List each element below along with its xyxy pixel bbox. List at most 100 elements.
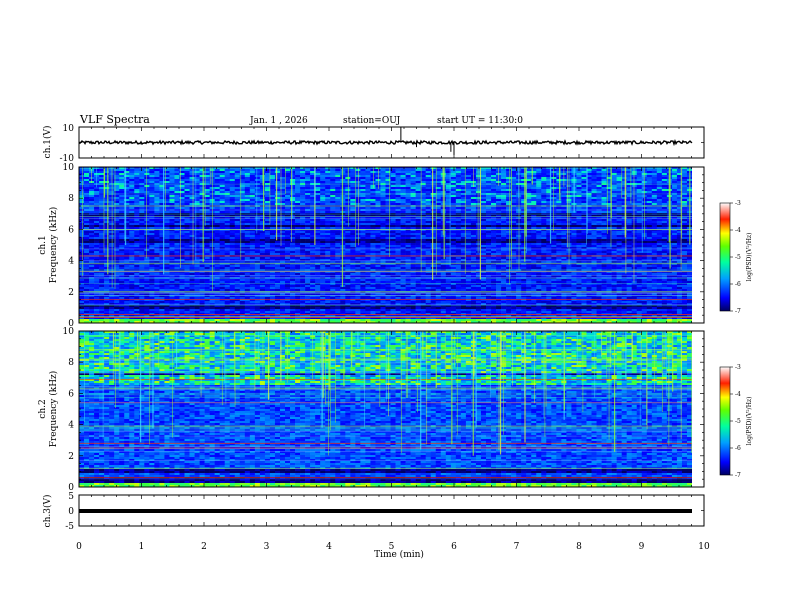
spec-cell [184,179,190,182]
spec-cell [410,211,416,214]
spec-cell [400,185,406,188]
spec-cell [536,185,542,188]
spec-cell [425,237,432,240]
spec-cell [274,199,281,202]
spec-cell [204,197,210,200]
spec-cell [465,203,472,206]
spec-cell [234,187,241,190]
spec-cell [274,219,281,222]
spec-cell [274,181,281,184]
spec-cell [415,177,421,180]
spec-cell [646,211,653,214]
spec-cell [249,195,256,198]
spec-cell [204,167,210,170]
spec-cell [455,215,462,218]
spec-cell [611,219,617,222]
spec-cell [511,215,517,218]
spec-cell [335,229,341,232]
spec-cell [305,237,311,240]
spec-cell [254,237,261,240]
spec-cell [279,207,286,210]
spec-cell [626,219,632,222]
spec-cell [646,233,653,236]
spec-cell [576,187,582,190]
spec-cell [84,197,90,200]
spec-cell [134,197,140,200]
spec-cell [425,225,432,228]
spec-cell [295,237,301,240]
spec-cell [546,181,552,184]
spec-cell [79,177,85,180]
spec-cell [325,175,331,178]
spec-cell [214,201,220,204]
spec-cell [631,245,638,248]
spec-cell [410,195,416,198]
spec-cell [149,171,155,174]
spec-cell [124,225,130,228]
spec-cell [119,181,125,184]
spec-cell [234,169,241,172]
spec-cell [84,199,90,202]
spec-cell [84,189,90,192]
spec-cell [129,223,135,226]
spec-cell [124,223,130,226]
spec-cell [114,237,120,240]
spec-cell [219,239,226,242]
spec-cell [159,179,165,182]
spec-cell [485,235,492,238]
spec-cell [676,221,683,224]
spec-cell [159,181,165,184]
spec-cell [219,225,226,228]
spec-cell [601,243,607,246]
spec-cell [611,207,617,210]
spec-cell [591,199,597,202]
spec-cell [345,195,351,198]
spec-cell [305,233,311,236]
spec-cell [485,189,492,192]
spec-cell [310,187,316,190]
spec-cell [375,247,381,250]
spec-cell [104,233,110,236]
spec-cell [400,229,406,232]
spec-cell [661,233,668,236]
spec-cell [400,187,406,190]
spec-cell [184,247,190,250]
spec-cell [475,169,482,172]
spec-cell [616,239,622,242]
spec-cell [224,221,231,224]
spec-cell [199,195,205,198]
spec-cell [480,191,487,194]
spec-cell [99,231,105,234]
spec-cell [320,171,326,174]
spec-cell [124,233,130,236]
spec-cell [214,199,220,202]
spec-cell [636,233,643,236]
spec-cell [239,223,246,226]
spec-cell [681,173,688,176]
spec-cell [295,201,301,204]
spec-cell [285,239,291,242]
spec-cell [631,171,638,174]
spec-cell [104,181,110,184]
spec-cell [234,171,241,174]
spec-cell [89,229,95,232]
spec-cell [320,241,326,244]
spec-cell [440,231,447,234]
spec-cell [651,191,658,194]
spec-cell [129,185,135,188]
spec-cell [169,197,175,200]
spec-cell [380,221,386,224]
spec-cell [646,167,653,170]
spec-cell [104,225,110,228]
spec-cell [410,175,416,178]
spec-cell [164,229,170,232]
spec-cell [264,225,271,228]
spec-cell [274,171,281,174]
spec-cell [199,223,205,226]
spec-cell [229,189,236,192]
spec-cell [385,231,391,234]
spec-cell [480,223,487,226]
spec-cell [300,171,306,174]
spec-cell [656,221,663,224]
spec-cell [681,177,688,180]
